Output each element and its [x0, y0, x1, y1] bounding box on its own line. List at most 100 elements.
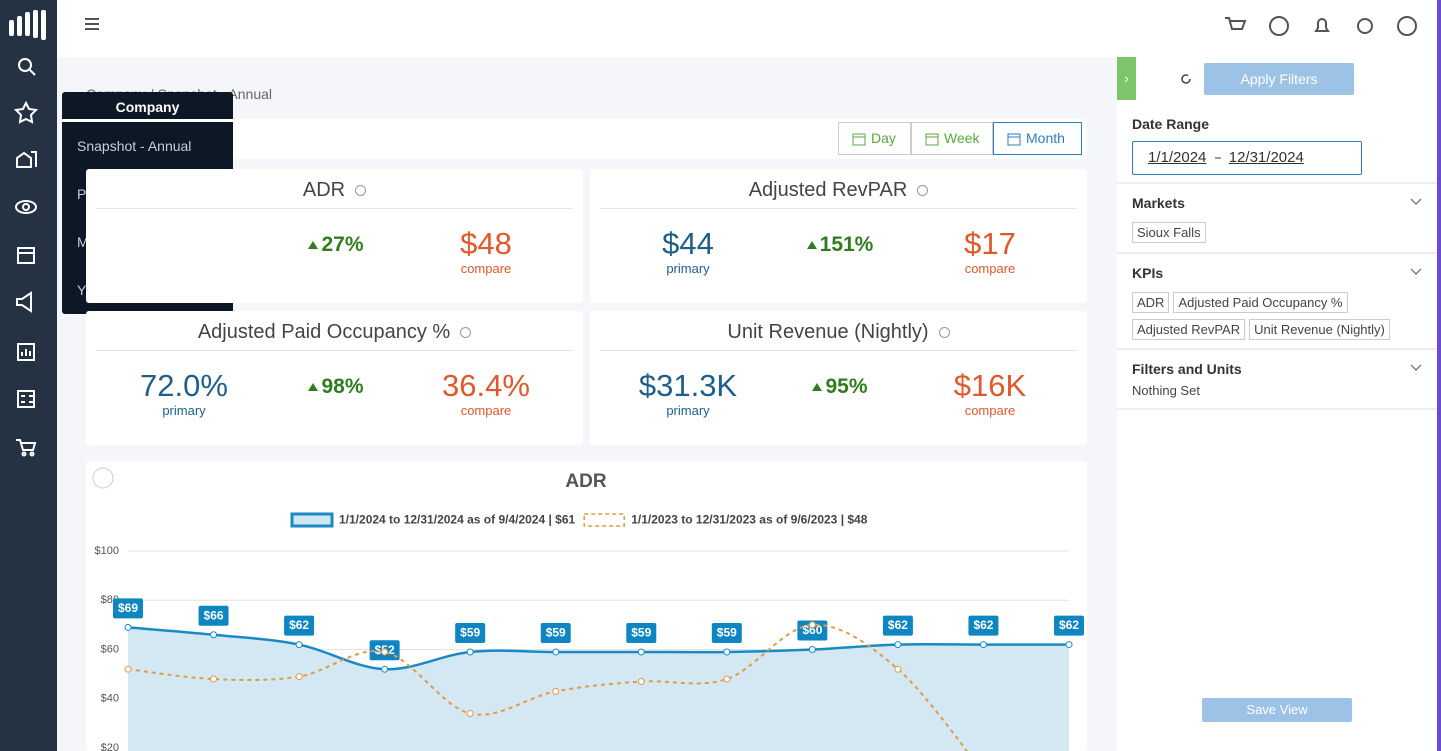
chart-card: ADR 1/1/2024 to 12/31/2024 as of 9/4/202… [86, 461, 1087, 751]
data-point [637, 648, 645, 656]
value-label-box [113, 598, 143, 619]
y-tick-label: $100 [95, 545, 119, 557]
data-point [552, 648, 560, 656]
filter-panel: › Apply Filters Date Range 1/1/2024 12/3… [1117, 57, 1437, 751]
info-icon[interactable] [938, 327, 950, 339]
sidebar-icons [9, 10, 46, 457]
data-point [210, 675, 218, 683]
compare-col: 36.4% compare [406, 369, 566, 419]
change-value: 27% [321, 233, 364, 256]
compare-value: $16K [953, 368, 1027, 403]
value-label: $69 [113, 598, 143, 619]
date-dash [1214, 157, 1221, 159]
value-label-box [797, 620, 828, 641]
market-tag[interactable]: Sioux Falls [1132, 222, 1206, 243]
change: 27% [256, 233, 416, 257]
value-label-text: $66 [204, 608, 224, 622]
kpi-title-text: Adjusted Paid Occupancy % [197, 321, 451, 343]
print-button[interactable] [92, 467, 114, 489]
legend-swatch [583, 513, 625, 527]
chart: ADR 1/1/2024 to 12/31/2024 as of 9/4/202… [92, 467, 1084, 751]
kpi-tag[interactable]: Adjusted RevPAR [1132, 319, 1246, 340]
value-label-text: $69 [118, 601, 138, 615]
change: 98% [256, 375, 416, 399]
bell-icon[interactable] [1314, 18, 1330, 32]
save-button[interactable]: Save View [1202, 698, 1352, 722]
data-point [894, 641, 902, 649]
compare-col: $17 compare [910, 227, 1070, 277]
granularity-button[interactable]: Day [838, 122, 911, 155]
granularity-button[interactable]: Month [993, 122, 1082, 155]
value-label-text: $62 [973, 618, 993, 632]
value-label: $59 [626, 622, 657, 643]
compare-label: compare [964, 261, 1016, 276]
value-label-text: $62 [888, 618, 908, 632]
data-point [295, 641, 303, 649]
kpi-card: Unit Revenue (Nightly) $31.3K primary 95% $1… [590, 311, 1087, 445]
primary-label: primary [666, 261, 710, 276]
kpi-title: Unit Revenue (Nightly) [600, 321, 1077, 351]
apply-button[interactable]: Apply Filters [1204, 63, 1354, 95]
date-input[interactable]: 1/1/2024 12/31/2024 [1132, 141, 1362, 175]
granularity-button[interactable]: Week [911, 122, 993, 155]
kpi-title-text: Adjusted RevPAR [748, 179, 908, 201]
help-icon[interactable] [1269, 16, 1289, 36]
compare-label: compare [460, 403, 512, 418]
kpi-tag[interactable]: ADR [1132, 292, 1170, 313]
value-label: $62 [882, 615, 913, 636]
info-icon[interactable] [355, 185, 367, 197]
units-title: Filters and Units [1132, 361, 1242, 377]
up-arrow [308, 383, 319, 392]
value-label-text: $59 [460, 626, 480, 640]
up-arrow [806, 241, 817, 250]
value-label-box [1054, 615, 1084, 636]
legend-label: 1/1/2023 to 12/31/2023 as of 9/6/2023 | … [631, 513, 868, 527]
chevrons [1410, 198, 1422, 371]
primary-col: 72.0% primary [104, 369, 264, 419]
data-point [466, 648, 474, 656]
date-start: 1/1/2024 [1148, 149, 1207, 166]
reset-icon[interactable] [1179, 72, 1193, 86]
data-point [979, 641, 987, 649]
info-icon[interactable] [917, 185, 929, 197]
compare-col: $16K compare [910, 368, 1070, 419]
menu-toggle[interactable] [85, 18, 99, 30]
kpi-card: Adjusted RevPAR $44 primary 151% $17 compare [590, 169, 1087, 303]
info-icon[interactable] [460, 327, 472, 339]
date-end: 12/31/2024 [1228, 149, 1304, 166]
data-point [381, 648, 389, 656]
value-label-text: $62 [1059, 618, 1079, 632]
menu-item[interactable]: Snapshot - Annual [77, 138, 192, 154]
kpi-tag[interactable]: Adjusted Paid Occupancy % [1173, 292, 1348, 313]
value-label: $66 [198, 605, 229, 626]
value-label-box [455, 622, 486, 643]
data-point [894, 665, 902, 673]
data-point [1065, 641, 1073, 649]
primary-label: primary [162, 403, 206, 418]
compare-value: $48 [460, 226, 512, 261]
collapse-tab[interactable]: › [1117, 57, 1136, 100]
legend-label: 1/1/2024 to 12/31/2024 as of 9/4/2024 | … [339, 513, 576, 527]
primary-value: $31.3K [638, 368, 738, 403]
data-point [552, 687, 560, 695]
kpi-title: Adjusted Paid Occupancy % [96, 321, 573, 351]
compare-label: compare [964, 403, 1016, 418]
value-label: $62 [1054, 615, 1084, 636]
up-arrow [308, 241, 319, 250]
data-point [381, 665, 389, 673]
value-label-box [711, 622, 742, 643]
data-point [210, 631, 218, 639]
value-label-box [540, 622, 571, 643]
chart-title: ADR [565, 471, 606, 492]
settings-icon[interactable] [1357, 18, 1373, 34]
change: 151% [760, 233, 920, 257]
divider [1117, 348, 1437, 350]
kpi-tag[interactable]: Unit Revenue (Nightly) [1249, 319, 1390, 340]
series-line [127, 623, 969, 751]
divider [1117, 408, 1437, 410]
account-icon[interactable] [1397, 16, 1417, 36]
kpi-title-text: Unit Revenue (Nightly) [727, 321, 929, 343]
cart-icon[interactable] [1225, 17, 1247, 30]
kpi-tags: ADR Adjusted Paid Occupancy % Adjusted Rev… [1132, 292, 1422, 346]
